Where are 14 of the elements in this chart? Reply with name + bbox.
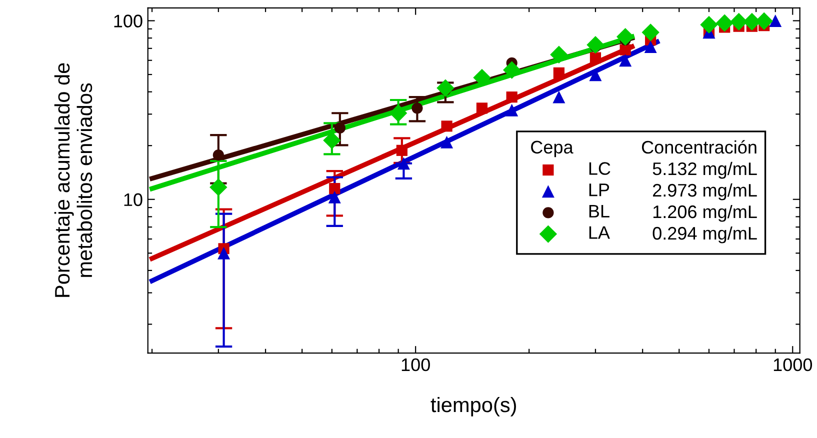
legend-label: LA (589, 226, 610, 239)
legend-label: LC (589, 162, 610, 175)
annotation: 1.206 mg/mL (653, 204, 757, 222)
annotation: 0.294 mg/mL (652, 226, 757, 244)
y-axis-title: Porcentaje acumulado de metabolitos enviados (54, 63, 92, 297)
annotation: Concentración (642, 140, 756, 154)
legend-label: LP (589, 184, 610, 196)
x-tick-label: 1000 (774, 358, 812, 372)
legend-title: Cepa (531, 140, 574, 158)
annotation: 5.132 mg/mL (652, 162, 757, 179)
annotation: 2.973 mg/mL (653, 183, 757, 200)
legend-label: BL (589, 205, 610, 218)
y-tick-label: 10 (124, 193, 142, 206)
x-axis-title: tiempo(s) (430, 396, 516, 416)
